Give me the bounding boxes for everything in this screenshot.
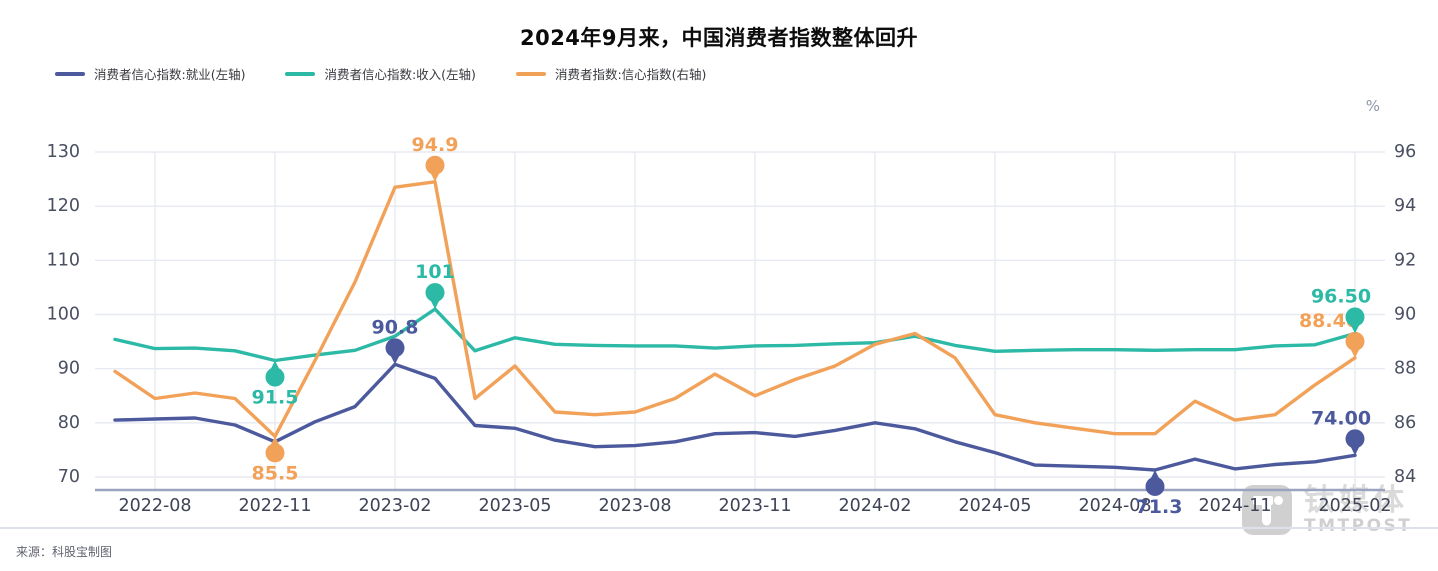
marker-balloon-confidence	[1345, 331, 1365, 351]
annotation-label-confidence: 88.40	[1299, 310, 1359, 332]
x-axis-tick-label: 2023-02	[358, 496, 431, 516]
x-axis-tick-label: 2024-05	[958, 496, 1031, 516]
marker-balloon-income	[265, 367, 285, 387]
marker-balloon-income	[425, 283, 445, 303]
left-axis-tick-label: 90	[58, 359, 80, 379]
annotation-label-confidence: 85.5	[252, 462, 299, 484]
right-axis-tick-label: 94	[1394, 196, 1416, 216]
legend-item-employment[interactable]: 消费者信心指数:就业(左轴)	[55, 64, 245, 83]
x-axis-tick-label: 2024-11	[1198, 496, 1271, 516]
left-axis-tick-label: 110	[47, 250, 80, 270]
right-axis-tick-label: 88	[1394, 359, 1416, 379]
annotation-label-employment: 74.00	[1311, 407, 1371, 429]
marker-balloon-employment	[1345, 429, 1365, 449]
marker-balloon-employment	[385, 338, 405, 358]
chart-legend: 消费者信心指数:就业(左轴) 消费者信心指数:收入(左轴) 消费者指数:信心指数…	[55, 64, 706, 83]
marker-balloon-confidence	[425, 155, 445, 175]
legend-item-income[interactable]: 消费者信心指数:收入(左轴)	[285, 64, 476, 83]
right-axis-tick-label: 90	[1394, 305, 1416, 325]
chart-title: 2024年9月来，中国消费者指数整体回升	[519, 26, 919, 50]
annotation-label-employment: 71.3	[1136, 496, 1183, 518]
legend-swatch-income	[285, 71, 316, 76]
legend-swatch-employment	[55, 71, 85, 76]
marker-balloon-employment	[1145, 476, 1165, 496]
tmtpost-logo-glyph	[1253, 496, 1283, 526]
x-axis-tick-label: 2023-05	[478, 496, 551, 516]
annotation-label-employment: 90.8	[372, 316, 419, 338]
marker-balloon-confidence	[265, 443, 285, 463]
x-axis-tick-label: 2024-08	[1078, 496, 1151, 516]
x-axis-tick-label: 2024-02	[838, 496, 911, 516]
x-axis-tick-label: 2025-02	[1318, 496, 1391, 516]
legend-label-employment: 消费者信心指数:就业(左轴)	[94, 67, 246, 82]
x-axis-tick-label: 2023-08	[598, 496, 671, 516]
right-axis-tick-label: 96	[1394, 142, 1416, 162]
legend-label-income: 消费者信心指数:收入(左轴)	[324, 67, 476, 82]
annotation-label-confidence: 94.9	[412, 134, 459, 156]
series-line-income	[113, 307, 1357, 363]
annotation-label-income: 91.5	[252, 387, 299, 409]
tmtpost-logo-icon	[1242, 485, 1292, 535]
x-axis-tick-label: 2023-11	[718, 496, 791, 516]
right-axis-tick-label: 86	[1394, 413, 1416, 433]
left-axis-tick-label: 130	[47, 142, 80, 162]
right-axis-unit-label: %	[1365, 97, 1380, 115]
series-line-confidence	[113, 180, 1357, 439]
left-axis-tick-label: 70	[58, 467, 80, 487]
right-axis-tick-label: 92	[1394, 250, 1416, 270]
legend-label-confidence: 消费者指数:信心指数(右轴)	[554, 67, 707, 82]
series-line-employment	[113, 362, 1357, 472]
tmtpost-watermark: 钛媒体 TMTPOST	[1242, 485, 1412, 536]
x-axis-tick-label: 2022-08	[118, 496, 191, 516]
legend-swatch-confidence	[515, 71, 546, 76]
watermark-en: TMTPOST	[1304, 516, 1413, 536]
marker-balloon-income	[1345, 307, 1365, 327]
left-axis-tick-label: 120	[47, 196, 80, 216]
tmtpost-wordmark: 钛媒体 TMTPOST	[1304, 485, 1412, 536]
left-axis-tick-label: 80	[58, 413, 80, 433]
x-axis-tick-label: 2022-11	[238, 496, 311, 516]
left-axis-tick-label: 100	[47, 305, 80, 325]
legend-item-confidence[interactable]: 消费者指数:信心指数(右轴)	[515, 64, 707, 83]
annotation-label-income: 96.50	[1311, 285, 1371, 307]
right-axis-tick-label: 84	[1394, 467, 1416, 487]
source-note: 来源：科股宝制图	[16, 545, 113, 559]
annotation-label-income: 101	[415, 261, 455, 283]
